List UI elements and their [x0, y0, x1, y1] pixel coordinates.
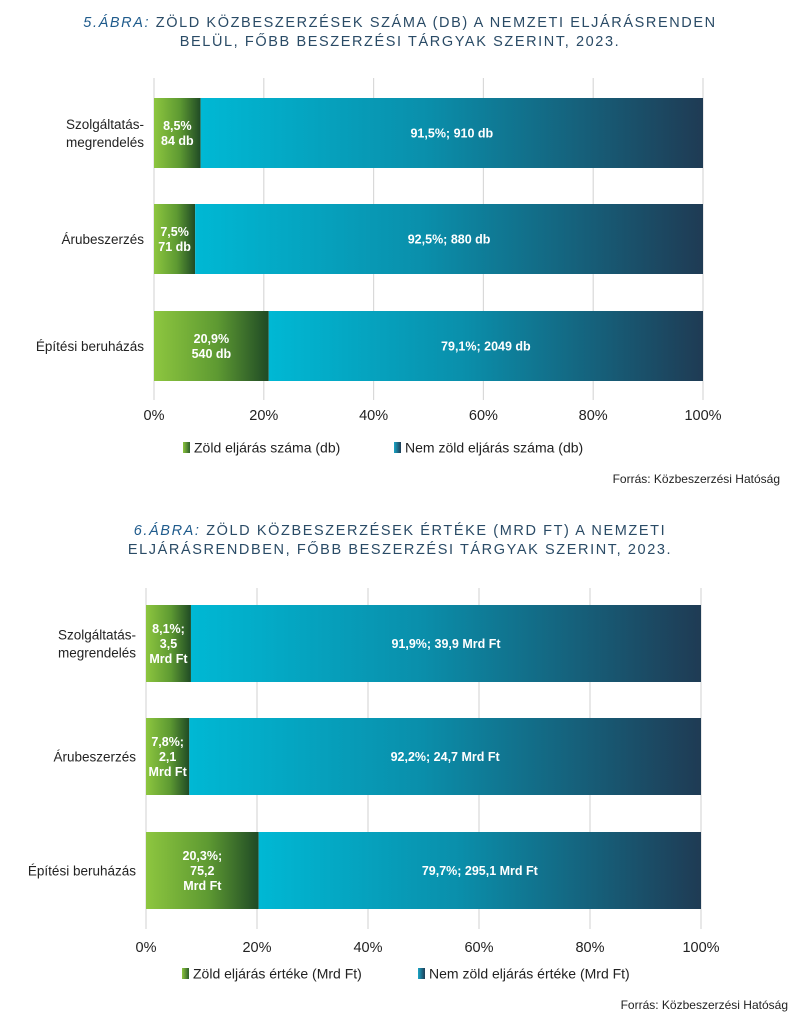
x-tick-label: 80% — [579, 408, 608, 424]
data-label-green: Mrd Ft — [149, 652, 188, 666]
data-label-blue: 79,1%; 2049 db — [441, 340, 531, 354]
data-label-blue: 92,2%; 24,7 Mrd Ft — [391, 750, 501, 764]
category-label: Árubeszerzés — [53, 750, 136, 765]
bar-green — [154, 204, 196, 274]
bar-blue — [200, 98, 704, 168]
bar-blue — [195, 204, 704, 274]
x-tick-label: 20% — [242, 940, 271, 956]
title-prefix: 5.ÁBRA: — [83, 15, 151, 31]
data-label-green: 3,5 — [160, 637, 177, 651]
legend-label-blue: Nem zöld eljárás száma (db) — [405, 440, 583, 456]
category-label: Szolgáltatás- — [58, 628, 136, 643]
x-tick-label: 0% — [136, 940, 157, 956]
category-label: Építési beruházás — [28, 864, 136, 879]
category-label: Építési beruházás — [36, 339, 144, 354]
figure-6: 6.ÁBRA: ZÖLD KÖZBESZERZÉSEK ÉRTÉKE (MRD … — [0, 512, 800, 1032]
category-label: Árubeszerzés — [61, 232, 144, 247]
data-label-blue: 79,7%; 295,1 Mrd Ft — [422, 864, 539, 878]
data-label-green: 2,1 — [159, 750, 176, 764]
title-line-1: ZÖLD KÖZBESZERZÉSEK ÉRTÉKE (MRD FT) A NE… — [206, 523, 667, 539]
bar-chart-5: 0% 20% 40% 60% 80% 100% Szolgáltatás-megrendel… — [36, 78, 722, 456]
data-label-green: 8,1%; — [152, 622, 185, 636]
bar-green — [154, 98, 201, 168]
bar-blue — [268, 311, 703, 381]
source-note: Forrás: Közbeszerzési Hatóság — [612, 472, 780, 486]
bar-green — [146, 718, 190, 795]
data-label-blue: 91,5%; 910 db — [410, 127, 493, 141]
category-label: megrendelés — [66, 135, 144, 150]
category-label: megrendelés — [58, 646, 136, 661]
title-prefix: 6.ÁBRA: — [133, 523, 201, 539]
data-label-green: 7,5% — [160, 225, 189, 239]
data-label-green: 20,9% — [194, 332, 229, 346]
source-note: Forrás: Közbeszerzési Hatóság — [620, 998, 788, 1012]
x-tick-label: 60% — [464, 940, 493, 956]
x-tick-label: 100% — [684, 408, 721, 424]
legend-swatch-green — [183, 442, 190, 453]
data-label-green: 20,3%; — [183, 849, 223, 863]
x-tick-label: 40% — [359, 408, 388, 424]
legend-swatch-blue — [418, 968, 425, 979]
data-label-green: 8,5% — [163, 119, 192, 133]
legend-swatch-green — [182, 968, 189, 979]
x-tick-label: 60% — [469, 408, 498, 424]
legend-swatch-blue — [394, 442, 401, 453]
category-label: Szolgáltatás- — [66, 117, 144, 132]
legend-label-green: Zöld eljárás száma (db) — [194, 440, 340, 456]
data-label-green: 7,8%; — [151, 735, 184, 749]
x-tick-label: 0% — [144, 408, 165, 424]
bar-green — [146, 832, 259, 909]
figure-5: 5.ÁBRA: ZÖLD KÖZBESZERZÉSEK SZÁMA (DB) A… — [0, 0, 800, 500]
chart-title: 6.ÁBRA: ZÖLD KÖZBESZERZÉSEK ÉRTÉKE (MRD … — [0, 522, 800, 560]
x-tick-label: 40% — [353, 940, 382, 956]
data-label-green: Mrd Ft — [149, 765, 188, 779]
x-tick-label: 100% — [682, 940, 719, 956]
x-tick-label: 80% — [575, 940, 604, 956]
data-label-green: 75,2 — [190, 864, 214, 878]
title-line-1: ZÖLD KÖZBESZERZÉSEK SZÁMA (DB) A NEMZETI… — [155, 15, 717, 31]
title-line-2: BELÜL, FŐBB BESZERZÉSI TÁRGYAK SZERINT, … — [179, 34, 621, 50]
bar-blue — [190, 605, 701, 682]
data-label-green: 71 db — [158, 240, 191, 254]
data-label-green: Mrd Ft — [183, 879, 222, 893]
data-label-blue: 91,9%; 39,9 Mrd Ft — [391, 637, 501, 651]
legend-label-blue: Nem zöld eljárás értéke (Mrd Ft) — [429, 966, 630, 982]
legend-label-green: Zöld eljárás értéke (Mrd Ft) — [193, 966, 362, 982]
bar-blue — [258, 832, 701, 909]
bar-green — [154, 311, 269, 381]
chart-title: 5.ÁBRA: ZÖLD KÖZBESZERZÉSEK SZÁMA (DB) A… — [0, 14, 800, 52]
data-label-blue: 92,5%; 880 db — [408, 233, 491, 247]
data-label-green: 84 db — [161, 134, 194, 148]
bar-chart-6: 0% 20% 40% 60% 80% 100% Szolgáltatás-megrendel… — [28, 588, 720, 982]
data-label-green: 540 db — [192, 347, 232, 361]
x-tick-label: 20% — [249, 408, 278, 424]
bar-green — [146, 605, 191, 682]
title-line-2: ELJÁRÁSRENDBEN, FŐBB BESZERZÉSI TÁRGYAK … — [127, 542, 673, 558]
bar-blue — [189, 718, 702, 795]
